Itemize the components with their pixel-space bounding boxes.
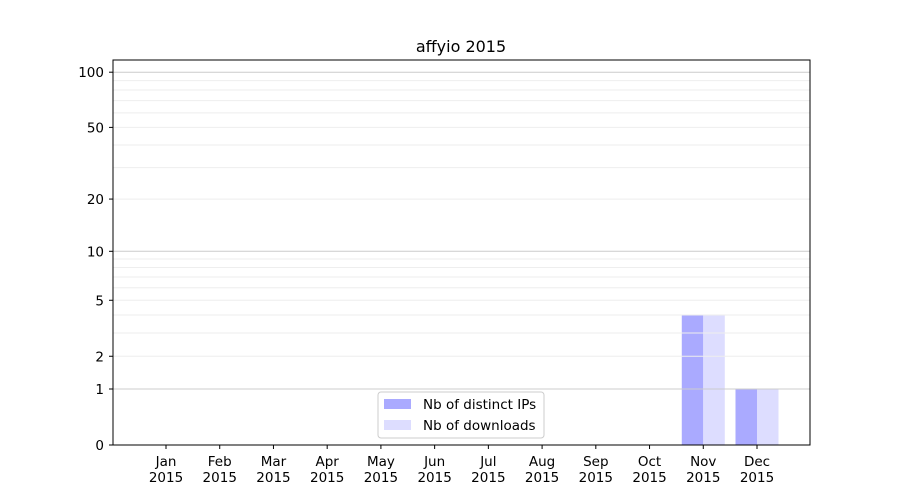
x-tick-label: Jul 2015 xyxy=(471,454,505,486)
y-tick-label: 1 xyxy=(95,382,104,398)
y-tick-label: 2 xyxy=(95,349,104,365)
legend-swatch-downloads xyxy=(384,420,411,430)
x-tick-label: Dec 2015 xyxy=(740,454,774,486)
x-tick-label: Jan 2015 xyxy=(149,454,183,486)
y-tick-label: 50 xyxy=(87,120,104,136)
legend-label-ips: Nb of distinct IPs xyxy=(423,397,536,413)
x-tick-label: Feb 2015 xyxy=(203,454,237,486)
legend-swatch-ips xyxy=(384,399,411,409)
legend-label-downloads: Nb of downloads xyxy=(423,418,536,434)
x-tick-label: Sep 2015 xyxy=(579,454,613,486)
x-tick-label: Nov 2015 xyxy=(686,454,720,486)
legend: Nb of distinct IPs Nb of downloads xyxy=(377,391,545,439)
y-tick-label: 20 xyxy=(87,192,104,208)
x-tick-label: Mar 2015 xyxy=(256,454,290,486)
y-tick-label: 5 xyxy=(95,293,104,309)
bar-distinct-ips xyxy=(735,389,757,445)
x-tick-label: Jun 2015 xyxy=(417,454,451,486)
x-tick-label: Aug 2015 xyxy=(525,454,559,486)
y-tick-label: 100 xyxy=(78,65,104,81)
bar-distinct-ips xyxy=(681,314,704,445)
y-tick-label: 0 xyxy=(95,438,104,454)
y-tick-label: 10 xyxy=(87,244,104,260)
x-tick-label: May 2015 xyxy=(364,454,398,486)
chart-title: affyio 2015 xyxy=(416,37,506,56)
x-tick-label: Oct 2015 xyxy=(632,454,666,486)
bar-downloads xyxy=(703,314,725,445)
x-tick-label: Apr 2015 xyxy=(310,454,344,486)
plot-frame xyxy=(112,59,811,446)
bar-downloads xyxy=(757,389,779,445)
